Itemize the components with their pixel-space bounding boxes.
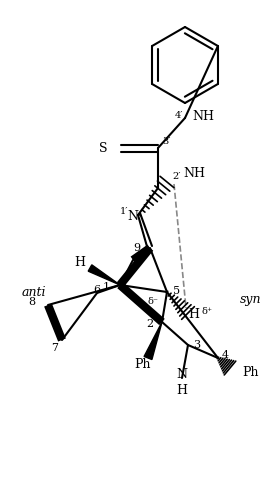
Text: syn: syn [240,294,262,306]
Text: 6: 6 [93,285,100,295]
Text: 2′: 2′ [172,172,181,181]
Text: H: H [74,256,85,270]
Text: Ph: Ph [135,358,151,372]
Text: Ph: Ph [242,366,258,378]
Text: N: N [127,210,138,222]
Text: 7: 7 [52,343,59,353]
Text: S: S [99,142,107,154]
Text: H: H [188,308,199,320]
Text: H: H [176,384,188,396]
Text: δ⁺: δ⁺ [202,308,213,316]
Text: 5: 5 [173,286,180,296]
Text: 2: 2 [146,319,153,329]
Text: 1′: 1′ [120,208,128,216]
Text: δ⁻: δ⁻ [147,298,158,306]
Text: N: N [176,368,188,382]
Text: 8: 8 [28,297,35,307]
Polygon shape [144,322,162,360]
Text: NH: NH [183,167,205,180]
Text: anti: anti [22,286,46,300]
Text: 3: 3 [193,340,200,350]
Polygon shape [88,265,120,285]
Text: 9: 9 [133,243,140,253]
Text: 1: 1 [103,282,110,292]
Text: 4′: 4′ [174,112,183,120]
Text: 4: 4 [222,350,229,360]
Text: NH: NH [192,110,214,124]
Text: 3′: 3′ [162,136,171,145]
